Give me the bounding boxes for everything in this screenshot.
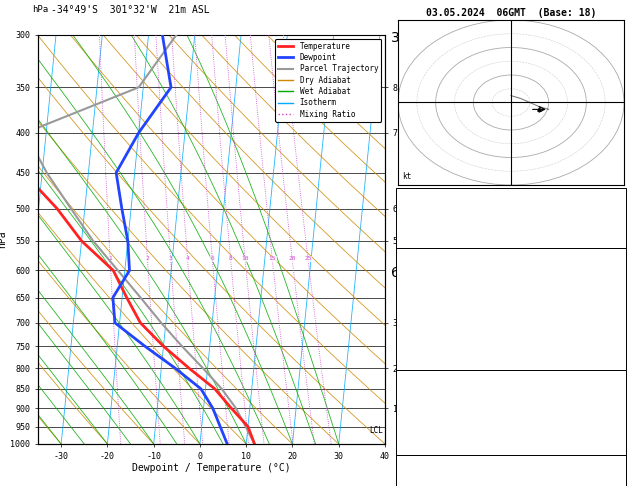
Text: 1.08: 1.08 xyxy=(601,232,623,242)
Text: 12: 12 xyxy=(612,320,623,329)
Text: Lifted Index: Lifted Index xyxy=(399,414,464,423)
Text: -34°49'S  301°32'W  21m ASL: -34°49'S 301°32'W 21m ASL xyxy=(50,5,209,15)
Text: hPa: hPa xyxy=(31,5,48,14)
Text: 10: 10 xyxy=(242,257,249,261)
Text: 1000: 1000 xyxy=(601,385,623,394)
Text: 15: 15 xyxy=(269,257,276,261)
Text: 8: 8 xyxy=(229,257,233,261)
Text: CIN (J): CIN (J) xyxy=(399,356,437,365)
Text: 2: 2 xyxy=(145,257,149,261)
Text: Temp (°C): Temp (°C) xyxy=(399,265,447,274)
X-axis label: Dewpoint / Temperature (°C): Dewpoint / Temperature (°C) xyxy=(132,464,291,473)
Text: K: K xyxy=(399,196,404,205)
Text: 0: 0 xyxy=(618,429,623,437)
Text: Hodograph: Hodograph xyxy=(399,461,447,470)
Text: Surface: Surface xyxy=(492,250,530,259)
Text: kt: kt xyxy=(402,172,411,181)
Text: 300: 300 xyxy=(607,301,623,311)
Text: 25: 25 xyxy=(304,257,312,261)
Text: LCL: LCL xyxy=(369,426,382,434)
Text: 0: 0 xyxy=(618,443,623,452)
Y-axis label: hPa: hPa xyxy=(0,231,8,248)
Text: 20: 20 xyxy=(289,257,296,261)
Text: -13: -13 xyxy=(607,196,623,205)
Text: 53: 53 xyxy=(612,470,623,480)
Text: Pressure (mb): Pressure (mb) xyxy=(399,385,469,394)
Text: 0: 0 xyxy=(618,338,623,347)
Text: 0: 0 xyxy=(618,356,623,365)
Text: Totals Totals: Totals Totals xyxy=(399,214,469,223)
Text: © weatheronline.co.uk: © weatheronline.co.uk xyxy=(462,480,560,486)
Text: 11.8: 11.8 xyxy=(601,265,623,274)
Text: 6: 6 xyxy=(211,257,214,261)
Text: Hodograph: Hodograph xyxy=(399,462,464,471)
Bar xyxy=(396,455,626,477)
Text: 03.05.2024  06GMT  (Base: 18): 03.05.2024 06GMT (Base: 18) xyxy=(426,8,596,18)
Text: PW (cm): PW (cm) xyxy=(399,232,437,242)
Text: 12: 12 xyxy=(612,414,623,423)
Bar xyxy=(396,188,626,248)
Bar xyxy=(396,370,626,455)
Text: θₑ (K): θₑ (K) xyxy=(399,399,431,408)
Bar xyxy=(396,248,626,370)
Text: 1: 1 xyxy=(108,257,112,261)
Text: 300: 300 xyxy=(607,399,623,408)
Legend: Temperature, Dewpoint, Parcel Trajectory, Dry Adiabat, Wet Adiabat, Isotherm, Mi: Temperature, Dewpoint, Parcel Trajectory… xyxy=(275,39,381,122)
Text: Most Unstable: Most Unstable xyxy=(476,372,546,381)
Text: Dewp (°C): Dewp (°C) xyxy=(399,283,447,292)
Text: 3: 3 xyxy=(169,257,172,261)
Bar xyxy=(396,455,626,475)
Text: 5.9: 5.9 xyxy=(607,283,623,292)
Text: CAPE (J): CAPE (J) xyxy=(399,338,442,347)
Text: Lifted Index: Lifted Index xyxy=(399,320,464,329)
Text: θₑ(K): θₑ(K) xyxy=(399,301,426,311)
Text: Hodograph: Hodograph xyxy=(487,457,535,466)
Bar xyxy=(396,455,626,486)
Text: CIN (J): CIN (J) xyxy=(399,443,437,452)
Text: 32: 32 xyxy=(612,214,623,223)
Text: CAPE (J): CAPE (J) xyxy=(399,429,442,437)
Text: 4: 4 xyxy=(186,257,189,261)
Text: EH: EH xyxy=(399,470,409,480)
